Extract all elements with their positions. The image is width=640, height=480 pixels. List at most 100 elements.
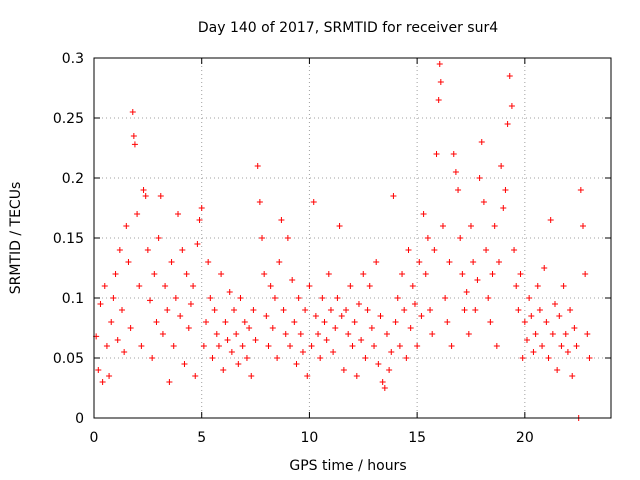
data-point xyxy=(511,247,518,253)
data-point xyxy=(448,343,455,349)
data-point xyxy=(375,361,382,367)
data-point xyxy=(159,331,166,337)
data-point xyxy=(579,223,586,229)
data-point xyxy=(427,307,434,313)
data-point xyxy=(101,283,108,289)
data-point xyxy=(123,223,130,229)
data-point xyxy=(338,313,345,319)
data-point xyxy=(493,343,500,349)
data-point xyxy=(198,205,205,211)
data-point xyxy=(532,331,539,337)
data-point xyxy=(330,349,337,355)
x-axis-ticks: 0 5 10 15 20 xyxy=(90,58,534,446)
y-tick-label: 0.3 xyxy=(62,51,84,67)
data-point xyxy=(121,349,128,355)
data-point xyxy=(414,343,421,349)
x-tick-label: 20 xyxy=(516,430,534,446)
data-point xyxy=(99,379,106,385)
data-point xyxy=(470,259,477,265)
data-point xyxy=(364,307,371,313)
data-point xyxy=(517,271,524,277)
data-point xyxy=(332,325,339,331)
data-point xyxy=(267,283,274,289)
data-point xyxy=(487,319,494,325)
data-point xyxy=(418,313,425,319)
data-point xyxy=(584,331,591,337)
x-tick-label: 15 xyxy=(408,430,426,446)
y-tick-label: 0.05 xyxy=(53,351,84,367)
data-point xyxy=(480,199,487,205)
y-tick-label: 0.15 xyxy=(53,231,84,247)
data-point xyxy=(528,313,535,319)
data-point xyxy=(431,247,438,253)
data-point xyxy=(554,367,561,373)
data-point xyxy=(153,319,160,325)
data-point xyxy=(110,295,117,301)
data-point xyxy=(489,271,496,277)
data-point xyxy=(211,307,218,313)
data-point xyxy=(220,367,227,373)
data-point xyxy=(282,331,289,337)
data-point xyxy=(450,151,457,157)
data-point xyxy=(323,337,330,343)
data-point xyxy=(127,325,134,331)
data-point xyxy=(231,307,238,313)
data-point xyxy=(504,121,511,127)
x-tick-label: 0 xyxy=(90,430,99,446)
data-point xyxy=(420,211,427,217)
data-point xyxy=(278,217,285,223)
data-point xyxy=(437,79,444,85)
data-point xyxy=(551,301,558,307)
data-point xyxy=(366,283,373,289)
data-point xyxy=(287,343,294,349)
data-point xyxy=(405,247,412,253)
data-point xyxy=(243,355,250,361)
data-point xyxy=(562,331,569,337)
data-point xyxy=(172,295,179,301)
data-point xyxy=(134,211,141,217)
data-point xyxy=(190,283,197,289)
data-point xyxy=(291,319,298,325)
data-point xyxy=(235,361,242,367)
data-point xyxy=(192,373,199,379)
data-point xyxy=(345,331,352,337)
data-point xyxy=(108,319,115,325)
data-point xyxy=(461,307,468,313)
data-point xyxy=(347,283,354,289)
data-point xyxy=(239,343,246,349)
data-point xyxy=(155,235,162,241)
data-point xyxy=(459,271,466,277)
data-point xyxy=(259,235,266,241)
data-point xyxy=(530,349,537,355)
data-point xyxy=(465,331,472,337)
data-point xyxy=(308,343,315,349)
data-point xyxy=(336,223,343,229)
data-point xyxy=(392,319,399,325)
data-point xyxy=(237,295,244,301)
data-point xyxy=(271,295,278,301)
x-tick-label: 5 xyxy=(197,430,206,446)
data-point xyxy=(138,343,145,349)
data-point xyxy=(274,355,281,361)
data-point xyxy=(541,265,548,271)
data-point xyxy=(321,319,328,325)
data-point xyxy=(371,343,378,349)
data-point xyxy=(157,193,164,199)
data-point xyxy=(444,319,451,325)
data-point xyxy=(351,319,358,325)
data-point xyxy=(130,133,137,139)
data-point xyxy=(446,259,453,265)
y-tick-label: 0 xyxy=(75,411,84,427)
data-point xyxy=(467,223,474,229)
data-point xyxy=(187,301,194,307)
data-point xyxy=(265,343,272,349)
data-point xyxy=(226,289,233,295)
data-point xyxy=(582,271,589,277)
data-point xyxy=(147,297,154,304)
data-point xyxy=(485,295,492,301)
data-point xyxy=(416,259,423,265)
data-point xyxy=(284,235,291,241)
data-point xyxy=(571,325,578,331)
data-point xyxy=(567,307,574,313)
